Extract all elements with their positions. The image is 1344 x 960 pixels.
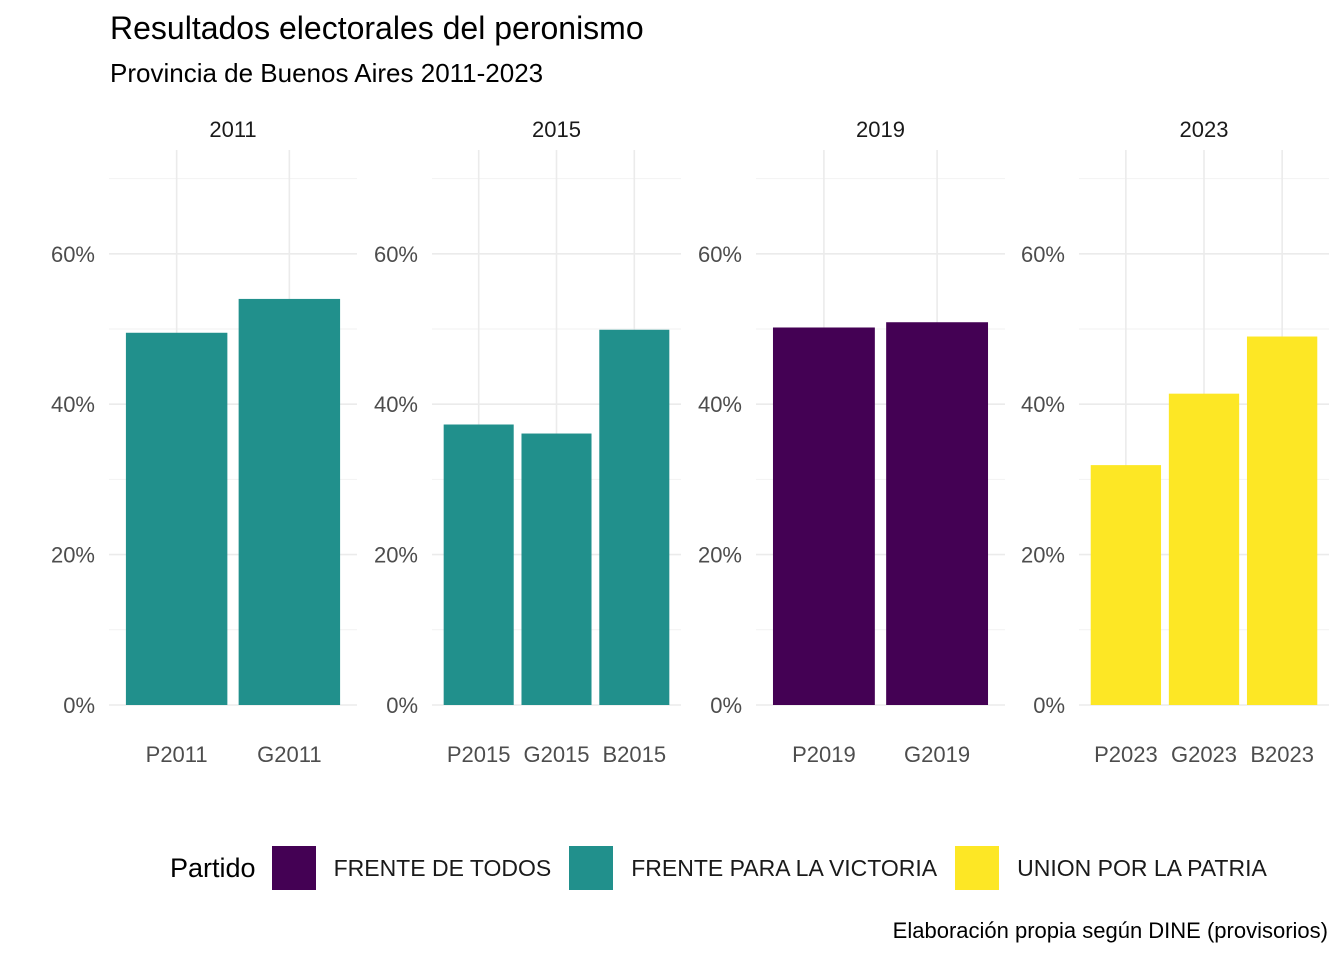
x-tick-label: P2011 <box>146 742 208 767</box>
y-tick-label: 60% <box>374 242 418 267</box>
bar-p2019 <box>772 327 875 705</box>
bar-p2023 <box>1090 465 1162 705</box>
bar-p2015 <box>443 424 514 705</box>
facet-label: 2015 <box>532 117 581 142</box>
chart-caption: Elaboración propia según DINE (provisori… <box>892 918 1328 943</box>
y-tick-label: 40% <box>1021 392 1065 417</box>
y-tick-label: 0% <box>63 693 95 718</box>
facet-label: 2023 <box>1180 117 1229 142</box>
y-tick-label: 20% <box>374 543 418 568</box>
legend-key-frente-para-la-victoria <box>569 846 614 890</box>
facet-label: 2011 <box>209 117 256 142</box>
facet-label: 2019 <box>856 117 905 142</box>
x-tick-label: P2019 <box>792 742 856 767</box>
x-tick-label: P2015 <box>447 742 511 767</box>
y-tick-label: 0% <box>386 693 418 718</box>
bar-b2023 <box>1246 336 1318 705</box>
legend-label: FRENTE PARA LA VICTORIA <box>631 854 938 881</box>
y-tick-label: 40% <box>51 392 95 417</box>
legend-title: Partido <box>170 852 256 883</box>
y-tick-label: 20% <box>698 543 742 568</box>
x-tick-label: B2023 <box>1250 742 1314 767</box>
y-tick-label: 0% <box>1033 693 1065 718</box>
legend-item-union-por-la-patria: UNION POR LA PATRIA <box>955 846 1267 890</box>
y-tick-label: 40% <box>698 392 742 417</box>
y-tick-label: 60% <box>698 242 742 267</box>
y-tick-label: 60% <box>51 242 95 267</box>
legend-item-frente-para-la-victoria: FRENTE PARA LA VICTORIA <box>569 846 937 890</box>
y-tick-label: 40% <box>374 392 418 417</box>
legend-item-frente-de-todos: FRENTE DE TODOS <box>271 846 552 890</box>
bar-g2015 <box>521 433 592 705</box>
legend: Partido FRENTE DE TODOS FRENTE PARA LA V… <box>170 846 1285 890</box>
x-tick-label: G2023 <box>1171 742 1237 767</box>
x-tick-label: P2023 <box>1094 742 1158 767</box>
bar-g2011 <box>238 298 341 705</box>
bar-g2023 <box>1168 393 1240 705</box>
x-tick-label: G2015 <box>523 742 589 767</box>
legend-key-frente-de-todos <box>271 846 316 890</box>
legend-label: FRENTE DE TODOS <box>333 854 552 881</box>
legend-key-union-por-la-patria <box>955 846 1000 890</box>
y-tick-label: 20% <box>51 543 95 568</box>
faceted-bar-chart: 2011 0% 20% 40% 60% P2011 G2011 2015 0% 20% 40% 60%… <box>51 117 1329 767</box>
y-tick-label: 60% <box>1021 242 1065 267</box>
x-tick-label: G2019 <box>904 742 970 767</box>
y-tick-label: 20% <box>1021 543 1065 568</box>
chart-subtitle: Provincia de Buenos Aires 2011-2023 <box>110 58 544 88</box>
bar-b2015 <box>599 329 670 705</box>
bar-g2019 <box>886 322 989 705</box>
y-tick-label: 0% <box>710 693 742 718</box>
chart-title: Resultados electorales del peronismo <box>110 10 644 46</box>
bar-p2011 <box>125 332 228 705</box>
x-tick-label: B2015 <box>603 742 667 767</box>
x-tick-label: G2011 <box>257 742 321 767</box>
legend-label: UNION POR LA PATRIA <box>1017 854 1267 881</box>
